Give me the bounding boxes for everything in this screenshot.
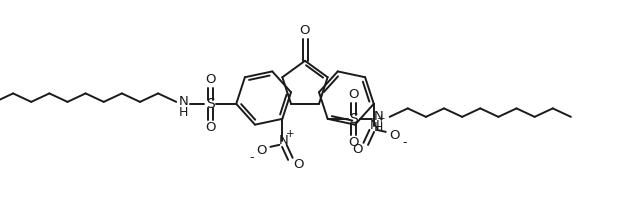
Text: O: O: [300, 24, 310, 37]
Text: S: S: [349, 112, 358, 126]
Text: -: -: [249, 151, 253, 164]
Text: O: O: [348, 136, 359, 149]
Text: H: H: [374, 121, 383, 134]
Text: O: O: [205, 73, 216, 86]
Text: O: O: [390, 129, 400, 142]
Text: +: +: [286, 129, 294, 139]
Text: O: O: [293, 158, 303, 171]
Text: H: H: [179, 106, 188, 119]
Text: N: N: [179, 95, 188, 108]
Text: N: N: [278, 134, 288, 147]
Text: O: O: [353, 143, 363, 156]
Text: -: -: [403, 136, 407, 149]
Text: N: N: [374, 110, 383, 123]
Text: S: S: [206, 97, 214, 111]
Text: O: O: [256, 144, 267, 157]
Text: O: O: [205, 121, 216, 134]
Text: +: +: [378, 114, 386, 124]
Text: O: O: [348, 88, 359, 101]
Text: N: N: [370, 119, 380, 132]
